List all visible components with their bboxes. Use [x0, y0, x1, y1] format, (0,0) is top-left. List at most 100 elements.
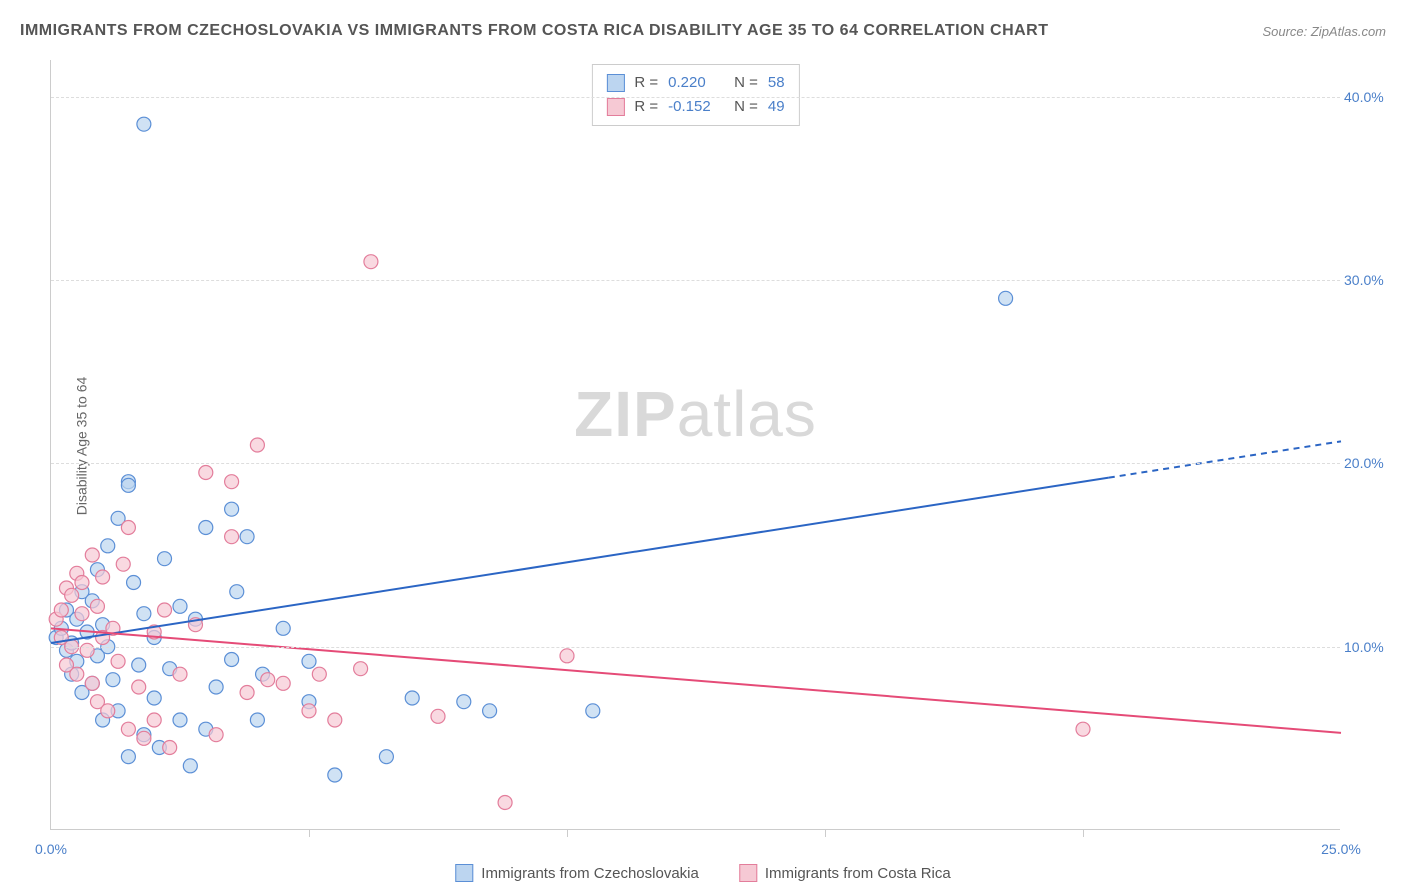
scatter-point-costarica	[132, 680, 146, 694]
series-legend-item: Immigrants from Czechoslovakia	[455, 864, 699, 882]
legend-r-label: R =	[634, 71, 658, 95]
legend-n-label: N =	[734, 71, 758, 95]
chart-title: IMMIGRANTS FROM CZECHOSLOVAKIA VS IMMIGR…	[20, 22, 1049, 40]
plot-area: ZIPatlas R =0.220N =58R =-0.152N =49 10.…	[50, 60, 1340, 830]
scatter-point-czech	[121, 750, 135, 764]
x-tick-label: 25.0%	[1321, 841, 1361, 857]
regression-line-dashed-czech	[1109, 441, 1341, 477]
scatter-point-costarica	[75, 607, 89, 621]
legend-n-value: 49	[768, 95, 785, 119]
scatter-point-costarica	[111, 654, 125, 668]
legend-swatch	[455, 864, 473, 882]
scatter-point-czech	[240, 530, 254, 544]
x-tick	[1083, 829, 1084, 837]
scatter-point-costarica	[163, 741, 177, 755]
legend-swatch	[606, 74, 624, 92]
scatter-point-costarica	[498, 796, 512, 810]
scatter-point-czech	[173, 713, 187, 727]
scatter-point-costarica	[90, 599, 104, 613]
scatter-point-czech	[101, 539, 115, 553]
gridline-horizontal	[51, 280, 1340, 281]
scatter-point-czech	[225, 653, 239, 667]
scatter-point-czech	[137, 607, 151, 621]
legend-r-label: R =	[634, 95, 658, 119]
scatter-point-costarica	[225, 475, 239, 489]
scatter-point-czech	[405, 691, 419, 705]
scatter-point-costarica	[431, 709, 445, 723]
correlation-legend: R = 0.220 N = 58 R = -0.152 N = 49	[591, 64, 799, 126]
scatter-point-czech	[230, 585, 244, 599]
scatter-point-czech	[276, 621, 290, 635]
scatter-point-costarica	[158, 603, 172, 617]
y-tick-label: 10.0%	[1344, 639, 1396, 655]
scatter-point-costarica	[364, 255, 378, 269]
scatter-point-czech	[199, 521, 213, 535]
legend-r-value: 0.220	[668, 71, 724, 95]
scatter-point-czech	[457, 695, 471, 709]
regression-line-czech	[51, 478, 1109, 643]
scatter-point-costarica	[209, 728, 223, 742]
scatter-point-czech	[158, 552, 172, 566]
scatter-point-costarica	[1076, 722, 1090, 736]
legend-row: R = 0.220 N = 58	[606, 71, 784, 95]
scatter-point-czech	[137, 117, 151, 131]
x-tick	[825, 829, 826, 837]
scatter-point-czech	[483, 704, 497, 718]
scatter-point-czech	[121, 478, 135, 492]
series-legend-label: Immigrants from Costa Rica	[765, 865, 951, 882]
scatter-point-costarica	[276, 676, 290, 690]
legend-n-label: N =	[734, 95, 758, 119]
gridline-horizontal	[51, 647, 1340, 648]
scatter-point-costarica	[85, 676, 99, 690]
legend-r-value: -0.152	[668, 95, 724, 119]
scatter-point-costarica	[250, 438, 264, 452]
x-tick-label: 0.0%	[35, 841, 67, 857]
legend-swatch	[739, 864, 757, 882]
scatter-point-costarica	[240, 686, 254, 700]
gridline-horizontal	[51, 463, 1340, 464]
scatter-point-costarica	[80, 643, 94, 657]
scatter-point-costarica	[199, 466, 213, 480]
scatter-point-czech	[147, 691, 161, 705]
scatter-point-czech	[173, 599, 187, 613]
gridline-horizontal	[51, 97, 1340, 98]
scatter-point-czech	[127, 576, 141, 590]
scatter-point-costarica	[328, 713, 342, 727]
scatter-point-costarica	[70, 667, 84, 681]
legend-n-value: 58	[768, 71, 785, 95]
scatter-point-costarica	[147, 713, 161, 727]
regression-line-costarica	[51, 628, 1341, 733]
scatter-point-costarica	[121, 722, 135, 736]
scatter-point-czech	[999, 291, 1013, 305]
scatter-point-czech	[302, 654, 316, 668]
scatter-point-czech	[586, 704, 600, 718]
chart-svg	[51, 60, 1340, 829]
scatter-point-costarica	[65, 588, 79, 602]
legend-swatch	[606, 98, 624, 116]
scatter-point-costarica	[96, 570, 110, 584]
scatter-point-costarica	[302, 704, 316, 718]
y-tick-label: 20.0%	[1344, 455, 1396, 471]
scatter-point-czech	[225, 502, 239, 516]
scatter-point-costarica	[354, 662, 368, 676]
scatter-point-czech	[106, 673, 120, 687]
scatter-point-czech	[183, 759, 197, 773]
scatter-point-costarica	[560, 649, 574, 663]
series-legend: Immigrants from Czechoslovakia Immigrants…	[455, 864, 950, 882]
scatter-point-costarica	[225, 530, 239, 544]
scatter-point-czech	[250, 713, 264, 727]
scatter-point-costarica	[312, 667, 326, 681]
x-tick	[567, 829, 568, 837]
y-tick-label: 40.0%	[1344, 89, 1396, 105]
scatter-point-czech	[379, 750, 393, 764]
scatter-point-czech	[328, 768, 342, 782]
series-legend-item: Immigrants from Costa Rica	[739, 864, 951, 882]
scatter-point-czech	[132, 658, 146, 672]
scatter-point-costarica	[116, 557, 130, 571]
y-tick-label: 30.0%	[1344, 272, 1396, 288]
scatter-point-costarica	[75, 576, 89, 590]
scatter-point-czech	[209, 680, 223, 694]
scatter-point-costarica	[121, 521, 135, 535]
source-attribution: Source: ZipAtlas.com	[1262, 24, 1386, 39]
scatter-point-costarica	[261, 673, 275, 687]
